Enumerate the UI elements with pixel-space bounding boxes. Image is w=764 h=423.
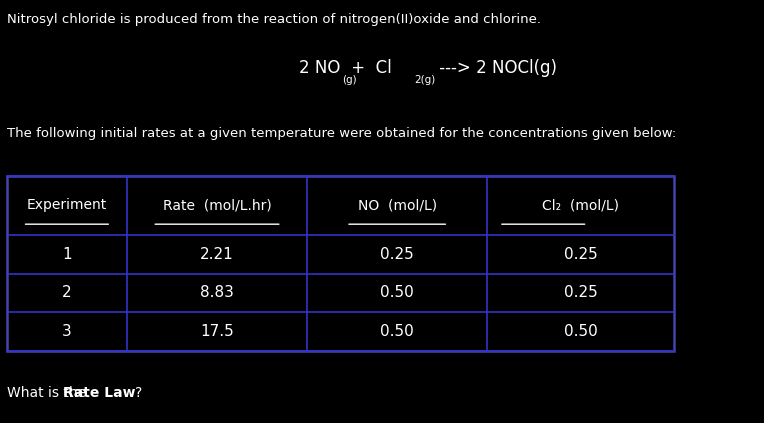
Text: 17.5: 17.5 (200, 324, 234, 339)
Text: (g): (g) (342, 74, 357, 85)
Text: Rate Law: Rate Law (63, 386, 135, 401)
Text: NO  (mol/L): NO (mol/L) (358, 198, 437, 212)
Text: 0.25: 0.25 (380, 247, 414, 262)
Text: 0.50: 0.50 (380, 286, 414, 300)
Text: 0.50: 0.50 (564, 324, 597, 339)
Text: 1: 1 (62, 247, 72, 262)
Text: 2 NO: 2 NO (299, 59, 341, 77)
Text: ---> 2 NOCl(g): ---> 2 NOCl(g) (435, 59, 558, 77)
Text: 2(g): 2(g) (414, 74, 435, 85)
Text: What is the: What is the (7, 386, 90, 401)
Text: 8.83: 8.83 (200, 286, 234, 300)
Text: 2.21: 2.21 (200, 247, 234, 262)
Text: ?: ? (134, 386, 142, 401)
Text: +  Cl: + Cl (346, 59, 392, 77)
Text: The following initial rates at a given temperature were obtained for the concent: The following initial rates at a given t… (7, 127, 676, 140)
Text: 0.50: 0.50 (380, 324, 414, 339)
Text: Rate  (mol/L.hr): Rate (mol/L.hr) (163, 198, 271, 212)
Text: Nitrosyl chloride is produced from the reaction of nitrogen(II)oxide and chlorin: Nitrosyl chloride is produced from the r… (7, 13, 541, 26)
Text: 0.25: 0.25 (564, 247, 597, 262)
Text: 2: 2 (62, 286, 72, 300)
Text: Experiment: Experiment (27, 198, 107, 212)
Text: 0.25: 0.25 (564, 286, 597, 300)
Text: 3: 3 (62, 324, 72, 339)
Text: Cl₂  (mol/L): Cl₂ (mol/L) (542, 198, 619, 212)
